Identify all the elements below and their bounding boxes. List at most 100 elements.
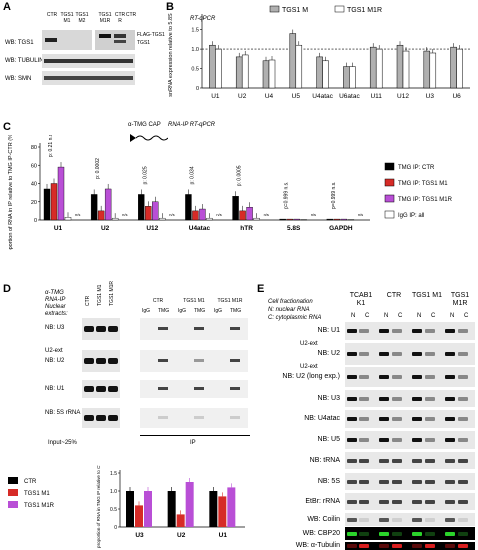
band — [412, 517, 422, 522]
band — [445, 544, 455, 548]
bar — [232, 196, 239, 221]
band — [359, 458, 369, 463]
legend-swatch — [8, 477, 18, 484]
band — [347, 417, 357, 421]
band — [445, 329, 455, 333]
y-axis-label: proportion of RNA in TMG IP relative to … — [96, 465, 101, 548]
band — [347, 375, 357, 379]
sub-label: IgG — [142, 308, 151, 314]
band — [379, 458, 389, 463]
band — [412, 531, 422, 536]
band — [458, 438, 468, 442]
band — [96, 386, 106, 392]
legend-label: TMG IP: TGS1 M1R — [398, 197, 453, 203]
bar — [185, 482, 194, 527]
legend-swatch — [384, 210, 395, 219]
band — [347, 499, 357, 504]
band — [347, 396, 357, 401]
row-label: NB: U2 — [317, 350, 340, 357]
bar — [316, 56, 323, 89]
band — [392, 458, 402, 463]
legend-swatch — [384, 162, 395, 171]
blot-strip — [345, 390, 475, 407]
bar — [253, 217, 260, 221]
y-tick-label: 0.5 — [191, 67, 199, 73]
band — [347, 544, 357, 548]
y-axis-label: proportion of RNA in IP relative to TMG … — [8, 135, 14, 250]
bar — [293, 218, 300, 221]
bar — [279, 218, 286, 221]
band — [96, 415, 106, 421]
band — [458, 375, 468, 379]
y-tick-label: 0.5 — [110, 507, 117, 513]
legend-label: IgG IP: all — [398, 213, 424, 219]
sub-label: TMG — [230, 308, 242, 314]
band — [425, 517, 435, 522]
p-value: p: 0.0002 — [95, 158, 101, 179]
band — [412, 458, 422, 463]
band — [158, 387, 168, 390]
band — [347, 458, 357, 463]
group-label: TGS1 M1R — [217, 298, 243, 304]
band — [412, 544, 422, 548]
legend-label: TGS1 M1R — [24, 503, 55, 509]
y-tick-label: 1.0 — [110, 489, 117, 495]
band — [230, 359, 240, 362]
bar — [97, 210, 105, 221]
band — [412, 375, 422, 379]
band — [114, 40, 126, 43]
band — [158, 327, 168, 330]
p-value: p: 0.21 n.s. — [48, 135, 54, 157]
bar — [185, 194, 192, 221]
bar — [167, 491, 176, 527]
bar — [241, 54, 249, 89]
bar — [145, 206, 152, 221]
sub-label: C — [398, 313, 403, 319]
bar — [135, 505, 143, 527]
band — [379, 499, 389, 504]
bar — [90, 194, 98, 221]
band — [445, 499, 455, 504]
bar — [218, 496, 227, 527]
band — [425, 329, 435, 333]
band — [392, 531, 402, 536]
bar — [322, 60, 329, 89]
band — [412, 396, 422, 401]
band — [99, 34, 111, 38]
band — [445, 479, 455, 484]
y-tick-label: 1.0 — [191, 47, 199, 53]
band — [445, 531, 455, 536]
band — [359, 544, 369, 548]
row-label: NB: U2 — [45, 358, 65, 364]
row-label: NB: U2 (long exp.) — [282, 373, 340, 380]
category-label: U4atac — [189, 225, 211, 232]
lane-label: CTR R — [114, 12, 126, 24]
band — [425, 479, 435, 484]
method-label: RT-qPCR — [190, 16, 216, 22]
bar — [104, 188, 112, 221]
category-label: U2 — [238, 93, 247, 100]
lane-label: CTR — [85, 295, 91, 306]
group-label: CTR — [152, 298, 164, 304]
sub-label: N — [417, 313, 422, 319]
row-label: WB: Coilin — [307, 515, 340, 523]
band — [425, 499, 435, 504]
band — [412, 417, 422, 421]
band — [96, 358, 106, 364]
band — [347, 329, 357, 333]
band — [412, 329, 422, 333]
bar — [396, 44, 404, 89]
band — [412, 438, 422, 442]
band — [194, 359, 204, 362]
band — [359, 479, 369, 484]
bar — [295, 44, 303, 89]
band — [379, 352, 389, 356]
bar — [246, 207, 253, 221]
bar — [209, 44, 216, 89]
band — [425, 417, 435, 421]
band — [379, 531, 389, 536]
row-label: NB: tRNA — [309, 456, 340, 464]
sub-label: TMG — [194, 308, 206, 314]
group-label: TCAB1 K1 — [349, 292, 373, 307]
